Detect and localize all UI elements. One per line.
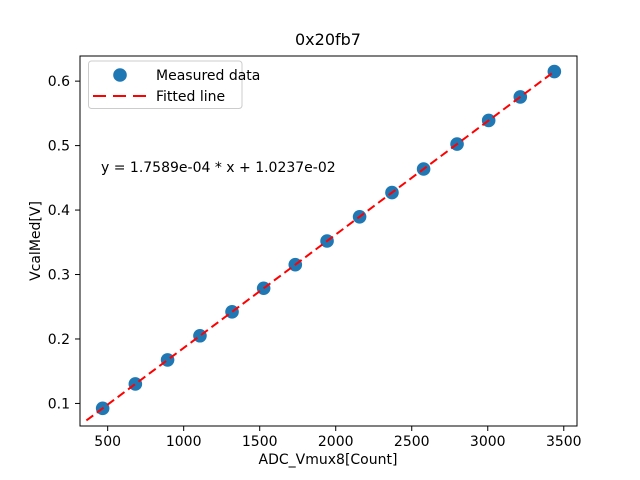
legend-frame xyxy=(88,60,243,109)
x-tick-label: 2000 xyxy=(318,434,354,450)
chart-title: 0x20fb7 xyxy=(295,30,361,49)
x-tick-label: 1500 xyxy=(242,434,278,450)
legend-label-fitted: Fitted line xyxy=(156,89,225,105)
y-tick-label: 0.4 xyxy=(48,203,70,219)
fitted-line-group xyxy=(85,70,555,422)
y-tick-label: 0.5 xyxy=(48,139,70,155)
x-tick-label: 500 xyxy=(94,434,121,450)
y-tick-label: 0.1 xyxy=(48,396,70,412)
y-tick-label: 0.6 xyxy=(48,74,70,90)
fit-equation-annotation: y = 1.7589e-04 * x + 1.0237e-02 xyxy=(101,160,336,176)
fitted-line xyxy=(85,70,555,422)
x-tick-label: 2500 xyxy=(394,434,430,450)
y-axis-ticks: 0.1 0.2 0.3 0.4 0.5 0.6 xyxy=(48,74,80,412)
y-axis-label: VcalMed[V] xyxy=(28,201,44,281)
legend-measured-marker-icon xyxy=(113,68,127,82)
y-tick-label: 0.3 xyxy=(48,268,70,284)
x-tick-label: 3000 xyxy=(470,434,506,450)
legend: Measured data Fitted line xyxy=(88,60,260,109)
y-tick-label: 0.2 xyxy=(48,332,70,348)
x-axis-ticks: 500 1000 1500 2000 2500 3000 3500 xyxy=(94,426,582,450)
legend-label-measured: Measured data xyxy=(156,68,260,84)
x-axis-label: ADC_Vmux8[Count] xyxy=(259,452,398,468)
x-tick-label: 1000 xyxy=(166,434,202,450)
x-tick-label: 3500 xyxy=(546,434,582,450)
